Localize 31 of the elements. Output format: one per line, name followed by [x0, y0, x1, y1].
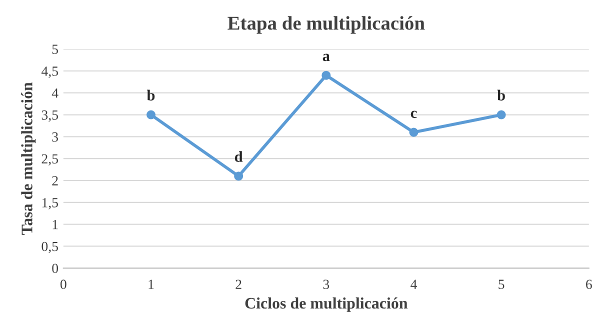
annotation: b [497, 90, 505, 101]
chart-title: Etapa de multiplicación [228, 16, 425, 34]
point [496, 110, 506, 120]
y-tick-label: 1,5 [42, 198, 58, 210]
y-tick-label: 2 [52, 176, 58, 186]
annotation: c [410, 110, 417, 118]
x-tick-label: 2 [236, 280, 242, 289]
x-axis-title: Ciclos de multiplicación [245, 297, 408, 312]
x-tick-label: 5 [498, 280, 504, 290]
point [146, 110, 156, 120]
y-tick-label: 5 [52, 44, 58, 54]
x-tick-label: 1 [148, 280, 154, 289]
annotation: d [234, 151, 243, 162]
y-tick-label: 0,5 [42, 242, 58, 254]
x-tick-label: 0 [60, 280, 66, 290]
x-tick-label: 4 [410, 280, 417, 289]
y-tick-label: 1 [52, 220, 58, 230]
y-tick-label: 3 [52, 132, 58, 142]
y-tick-label: 4,5 [41, 66, 58, 78]
x-tick-label: 3 [323, 280, 330, 290]
point [234, 172, 244, 181]
annotation: a [322, 54, 330, 62]
annotation: b [146, 90, 155, 101]
y-tick-label: 3,5 [42, 110, 58, 122]
x-tick-label: 6 [586, 280, 592, 290]
y-tick-label: 2,5 [42, 154, 58, 166]
y-tick-label: 0 [52, 264, 58, 274]
point [409, 128, 418, 137]
y-axis-title: Tasa de multiplicación [21, 82, 36, 235]
point [322, 70, 331, 80]
y-tick-label: 4 [52, 88, 58, 98]
